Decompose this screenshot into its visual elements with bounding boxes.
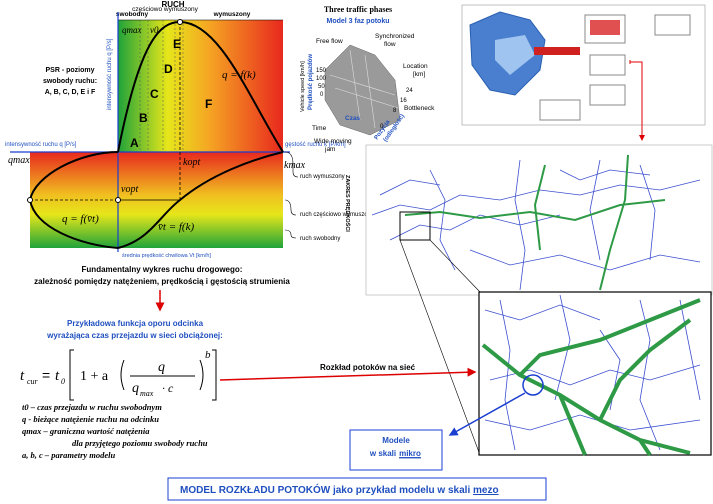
subregion xyxy=(540,100,580,120)
phases-title: Three traffic phases xyxy=(324,5,392,14)
legend-line: dla przyjętego poziomu swobody ruchu xyxy=(72,438,208,448)
footer-underlined: mezo xyxy=(473,485,499,496)
v-regime: ruch częściowo wymuszony xyxy=(300,212,374,218)
q-axis-label: intensywność ruchu q [P/s] xyxy=(107,38,113,110)
point xyxy=(178,20,183,25)
tick: 24 xyxy=(406,88,413,94)
legend-line: qmax – graniczna wartość natężenia xyxy=(22,426,150,436)
formula: t xyxy=(20,368,25,384)
speed-range: ZAKRES PRĘDKOŚCI xyxy=(344,175,351,232)
formula: · c xyxy=(162,381,174,395)
legend-line: a, b, c – parametry modelu xyxy=(22,450,116,460)
los-letter: A xyxy=(130,136,139,150)
zoom-frame xyxy=(479,292,711,455)
los-letter: F xyxy=(205,97,212,111)
phase: Wide moving xyxy=(314,138,352,145)
formula: cur xyxy=(27,377,39,386)
phase: flow xyxy=(384,41,396,48)
phase: jam xyxy=(324,146,335,153)
legend-line: t0 – czas przejazdu w ruchu swobodnym xyxy=(22,402,162,412)
micro-label: w skali xyxy=(369,449,396,458)
caption: zależność pomiędzy natężeniem, prędkości… xyxy=(34,277,290,286)
network-map: Rozkład potoków na sieć Modele w skali m… xyxy=(220,145,712,470)
axis-label: Vehicle speed [km/h] xyxy=(300,61,306,112)
axis-label: Location xyxy=(403,63,428,70)
axis-label: [km] xyxy=(413,71,425,78)
v-regime: ruch wymuszony xyxy=(300,174,345,180)
axis-label: Czas xyxy=(345,115,361,122)
formula: q xyxy=(132,381,139,396)
page: RUCH swobodny częściowo wymuszony wymusz… xyxy=(0,0,713,504)
v-axis-label: średnia prędkość chwilowa Vt [km/h] xyxy=(122,253,211,259)
subregion xyxy=(590,20,620,35)
los-letter: D xyxy=(164,62,173,76)
subregion xyxy=(590,55,625,75)
subregion xyxy=(590,85,625,105)
tick: 16 xyxy=(400,98,407,104)
psr-note: swobody ruchu: xyxy=(43,78,97,85)
curve-label: v̄t = f(k) xyxy=(158,221,194,233)
tick: 0 xyxy=(320,92,324,98)
axis-label: Time xyxy=(312,125,327,132)
point xyxy=(116,198,121,203)
subregion xyxy=(655,15,690,35)
axis-label: Prędkość pojazdów xyxy=(308,54,314,110)
symbol: qmax xyxy=(122,25,142,35)
flow-label: Rozkład potoków na sieć xyxy=(320,363,416,372)
formula: t xyxy=(55,368,60,384)
psr-note: PSR - poziomy xyxy=(45,67,94,74)
fundamental-diagram: RUCH swobodny częściowo wymuszony wymusz… xyxy=(5,0,374,310)
phases-subtitle: Model 3 faz potoku xyxy=(327,18,390,25)
micro-label: Modele xyxy=(382,436,410,445)
formula: = xyxy=(42,367,50,383)
symbol: kmax xyxy=(284,160,306,171)
v-regime: ruch swobodny xyxy=(300,236,340,242)
footer-text: MODEL ROZKŁADU POTOKÓW jako przykład mod… xyxy=(180,483,473,496)
phase: Synchronized xyxy=(375,33,415,40)
formula: 0 xyxy=(61,377,65,386)
regime: wymuszony xyxy=(213,11,251,18)
los-letter: C xyxy=(150,87,159,101)
formula: q xyxy=(158,360,165,375)
three-phases: Three traffic phases Model 3 faz potoku … xyxy=(300,5,435,153)
tick: 50 xyxy=(318,84,325,90)
symbol: v0 xyxy=(150,25,159,35)
q-axis-label: intensywność ruchu q [P/s] xyxy=(5,142,77,148)
formula: 1 + a xyxy=(80,369,109,384)
arrow xyxy=(220,372,475,380)
phase: Free flow xyxy=(316,38,343,45)
heading: Przykładowa funkcja oporu odcinka xyxy=(67,319,204,328)
symbol: kopt xyxy=(183,157,200,168)
tick: 100 xyxy=(316,76,327,82)
heading: wyrażająca czas przejazdu w sieci obciąż… xyxy=(46,331,223,340)
label-box xyxy=(534,47,580,55)
micro-label: mikro xyxy=(399,449,421,458)
footer: MODEL ROZKŁADU POTOKÓW jako przykład mod… xyxy=(180,483,499,496)
regime: częściowo wymuszony xyxy=(132,6,198,13)
formula: b xyxy=(205,349,211,361)
caption: Fundamentalny wykres ruchu drogowego: xyxy=(82,265,243,274)
resistance-function: Przykładowa funkcja oporu odcinka wyraża… xyxy=(20,319,223,460)
axis-label: Bottleneck xyxy=(404,105,435,112)
symbol: vopt xyxy=(121,184,138,195)
symbol: qmax xyxy=(8,155,30,166)
formula: max xyxy=(140,389,154,398)
region-thumbnail xyxy=(462,5,705,140)
curve-label: q = f(k) xyxy=(222,69,256,81)
curve-label: q = f(v̄t) xyxy=(62,213,99,225)
tick: 150 xyxy=(316,68,327,74)
psr-note: A, B, C, D, E i F xyxy=(45,89,96,96)
los-letter: B xyxy=(139,111,148,125)
legend-line: q - bieżące natężenie ruchu na odcinku xyxy=(22,414,159,424)
los-gradient xyxy=(118,20,283,152)
point xyxy=(28,198,33,203)
